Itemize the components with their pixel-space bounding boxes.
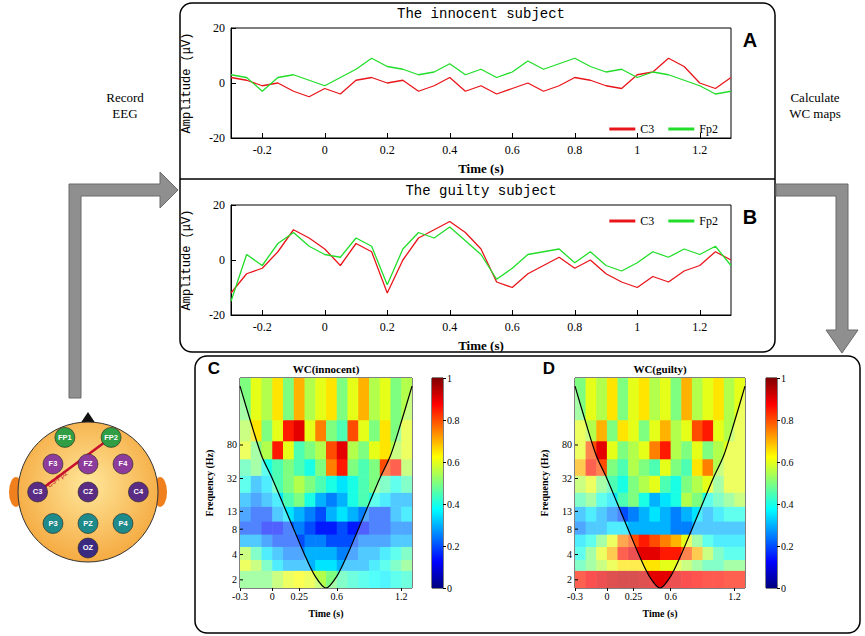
svg-text:0.8: 0.8 <box>567 143 582 157</box>
svg-text:FP2: FP2 <box>104 433 118 442</box>
svg-text:P3: P3 <box>48 519 57 528</box>
svg-text:0.6: 0.6 <box>447 457 460 468</box>
svg-text:0.6: 0.6 <box>781 457 794 468</box>
svg-text:-0.3: -0.3 <box>232 591 248 602</box>
svg-text:32: 32 <box>562 473 572 484</box>
svg-text:Frequency (Hz): Frequency (Hz) <box>204 450 216 517</box>
svg-text:A: A <box>743 29 757 51</box>
svg-text:C3: C3 <box>33 487 43 496</box>
svg-text:0.25: 0.25 <box>290 591 308 602</box>
svg-text:1: 1 <box>634 143 640 157</box>
svg-text:0.6: 0.6 <box>331 591 344 602</box>
svg-text:WC(guilty): WC(guilty) <box>633 363 687 376</box>
svg-text:Frequency (Hz): Frequency (Hz) <box>539 450 551 517</box>
svg-text:WC(innocent): WC(innocent) <box>293 363 360 376</box>
svg-text:0: 0 <box>604 591 609 602</box>
svg-text:-20: -20 <box>209 308 225 322</box>
svg-text:0.4: 0.4 <box>447 499 460 510</box>
svg-text:Amplitude (μV): Amplitude (μV) <box>180 33 194 134</box>
svg-text:Time (s): Time (s) <box>308 608 343 620</box>
svg-text:0.4: 0.4 <box>442 143 457 157</box>
svg-text:-0.2: -0.2 <box>253 143 272 157</box>
svg-text:0: 0 <box>781 583 786 594</box>
svg-text:D: D <box>543 359 555 378</box>
svg-text:4: 4 <box>567 549 572 560</box>
svg-text:C3-Fp2: C3-Fp2 <box>45 469 69 489</box>
svg-text:P4: P4 <box>118 519 128 528</box>
svg-text:1.2: 1.2 <box>692 143 707 157</box>
svg-text:20: 20 <box>213 21 225 35</box>
svg-text:The innocent subject: The innocent subject <box>397 6 565 22</box>
svg-text:Amplitude (μV): Amplitude (μV) <box>180 210 194 311</box>
svg-text:0.8: 0.8 <box>781 415 794 426</box>
svg-text:Time (s): Time (s) <box>458 161 504 176</box>
svg-text:C3: C3 <box>640 214 654 228</box>
svg-text:B: B <box>743 206 757 228</box>
svg-text:1.2: 1.2 <box>692 320 707 334</box>
svg-text:1: 1 <box>781 373 786 384</box>
svg-text:1: 1 <box>634 320 640 334</box>
svg-text:The guilty subject: The guilty subject <box>405 183 556 199</box>
svg-text:0.25: 0.25 <box>625 591 643 602</box>
svg-text:0: 0 <box>322 143 328 157</box>
svg-text:0.6: 0.6 <box>505 320 520 334</box>
svg-text:0.2: 0.2 <box>781 541 794 552</box>
svg-text:0.4: 0.4 <box>781 499 794 510</box>
svg-text:0: 0 <box>322 320 328 334</box>
svg-text:Fp2: Fp2 <box>699 122 718 136</box>
svg-text:Fp2: Fp2 <box>699 214 718 228</box>
svg-text:20: 20 <box>213 198 225 212</box>
svg-text:1: 1 <box>447 373 452 384</box>
svg-text:0.8: 0.8 <box>447 415 460 426</box>
svg-text:F4: F4 <box>119 459 129 468</box>
svg-text:C4: C4 <box>134 487 144 496</box>
svg-text:80: 80 <box>562 439 572 450</box>
svg-text:2: 2 <box>567 574 572 585</box>
svg-text:0.6: 0.6 <box>505 143 520 157</box>
svg-text:FP1: FP1 <box>58 433 72 442</box>
svg-text:80: 80 <box>227 439 237 450</box>
svg-text:0.2: 0.2 <box>380 320 395 334</box>
svg-text:-0.3: -0.3 <box>567 591 583 602</box>
svg-text:32: 32 <box>227 473 237 484</box>
svg-text:F3: F3 <box>49 459 58 468</box>
svg-text:8: 8 <box>567 524 572 535</box>
svg-text:8: 8 <box>232 524 237 535</box>
svg-text:0.2: 0.2 <box>447 541 460 552</box>
svg-text:0.4: 0.4 <box>442 320 457 334</box>
svg-text:Record: Record <box>106 90 144 105</box>
svg-text:OZ: OZ <box>83 543 94 552</box>
svg-text:C: C <box>208 359 220 378</box>
svg-text:0: 0 <box>270 591 275 602</box>
svg-text:CZ: CZ <box>83 487 93 496</box>
svg-text:C3: C3 <box>640 122 654 136</box>
svg-text:-20: -20 <box>209 131 225 145</box>
svg-text:0: 0 <box>219 76 225 90</box>
svg-text:0.8: 0.8 <box>567 320 582 334</box>
svg-text:Calculate: Calculate <box>790 90 839 105</box>
svg-text:2: 2 <box>232 574 237 585</box>
svg-text:1.2: 1.2 <box>728 591 741 602</box>
svg-text:EEG: EEG <box>112 106 137 121</box>
svg-text:13: 13 <box>227 506 237 517</box>
svg-text:Time (s): Time (s) <box>458 338 504 353</box>
svg-text:FZ: FZ <box>83 459 93 468</box>
svg-text:0.2: 0.2 <box>380 143 395 157</box>
svg-text:-0.2: -0.2 <box>253 320 272 334</box>
svg-text:4: 4 <box>232 549 237 560</box>
svg-text:PZ: PZ <box>83 519 93 528</box>
svg-text:0: 0 <box>219 253 225 267</box>
svg-text:1.2: 1.2 <box>395 591 408 602</box>
svg-text:13: 13 <box>562 506 572 517</box>
svg-text:0: 0 <box>447 583 452 594</box>
svg-text:WC maps: WC maps <box>789 106 841 121</box>
svg-text:0.6: 0.6 <box>664 591 677 602</box>
svg-text:Time (s): Time (s) <box>642 608 677 620</box>
